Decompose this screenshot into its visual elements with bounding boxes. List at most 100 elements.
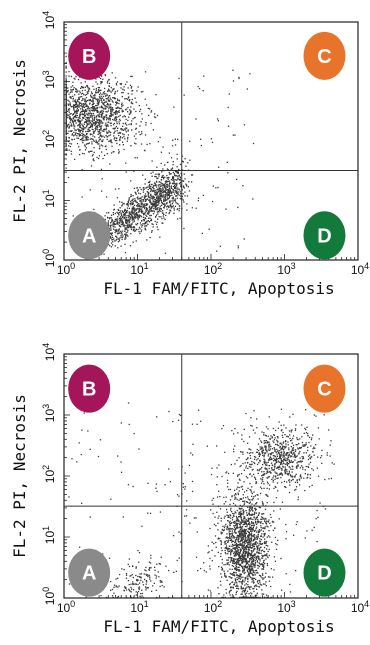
data-point bbox=[233, 513, 235, 515]
data-point bbox=[68, 75, 70, 77]
data-point bbox=[96, 111, 98, 113]
data-point bbox=[103, 104, 105, 106]
data-point bbox=[133, 217, 135, 219]
data-point bbox=[249, 528, 251, 531]
data-point bbox=[259, 506, 261, 509]
data-point bbox=[155, 184, 157, 187]
data-point bbox=[261, 431, 263, 433]
data-point bbox=[134, 230, 136, 232]
data-point bbox=[166, 181, 168, 183]
data-point bbox=[80, 93, 82, 95]
data-point bbox=[257, 545, 259, 547]
data-point bbox=[257, 567, 259, 569]
data-point bbox=[280, 449, 282, 451]
data-point bbox=[179, 194, 181, 196]
data-point bbox=[149, 200, 152, 202]
data-point bbox=[257, 534, 259, 536]
data-point bbox=[135, 223, 137, 225]
data-point bbox=[242, 557, 244, 559]
data-point bbox=[260, 535, 262, 537]
data-point bbox=[98, 90, 100, 92]
data-point bbox=[147, 181, 150, 184]
data-point bbox=[84, 86, 87, 88]
data-point bbox=[158, 209, 160, 211]
data-point bbox=[100, 99, 102, 101]
data-point bbox=[242, 524, 244, 526]
data-point bbox=[285, 531, 288, 533]
data-point bbox=[130, 200, 132, 202]
data-point bbox=[233, 451, 235, 453]
data-point bbox=[253, 530, 256, 533]
data-point bbox=[82, 99, 84, 101]
data-point bbox=[115, 110, 118, 112]
data-point bbox=[247, 571, 249, 573]
data-point bbox=[96, 107, 98, 109]
data-point bbox=[96, 125, 98, 127]
data-point bbox=[79, 111, 82, 113]
data-point bbox=[254, 509, 257, 511]
data-point bbox=[125, 98, 127, 100]
data-point bbox=[90, 120, 92, 122]
data-point bbox=[226, 533, 228, 535]
data-point bbox=[245, 465, 247, 467]
data-point bbox=[305, 443, 307, 446]
data-point bbox=[232, 80, 235, 82]
data-point bbox=[128, 213, 130, 215]
data-point bbox=[166, 194, 168, 196]
data-point bbox=[289, 583, 291, 586]
data-point bbox=[161, 212, 164, 214]
data-point bbox=[120, 212, 122, 214]
data-point bbox=[274, 443, 277, 446]
data-point bbox=[219, 245, 221, 247]
data-point bbox=[227, 520, 229, 522]
data-point bbox=[272, 469, 274, 471]
data-point bbox=[232, 574, 234, 576]
data-point bbox=[242, 538, 245, 540]
data-point bbox=[273, 441, 275, 444]
data-point bbox=[156, 197, 158, 199]
data-point bbox=[264, 538, 266, 540]
data-point bbox=[236, 568, 238, 571]
data-point bbox=[248, 539, 250, 542]
data-point bbox=[152, 226, 154, 228]
data-point bbox=[224, 541, 226, 543]
data-point bbox=[229, 576, 231, 578]
data-point bbox=[238, 473, 240, 476]
data-point bbox=[75, 116, 77, 118]
data-point bbox=[164, 252, 167, 254]
data-point bbox=[220, 533, 223, 535]
data-point bbox=[220, 542, 223, 544]
data-point bbox=[165, 203, 168, 205]
data-point bbox=[133, 220, 135, 222]
data-point bbox=[161, 222, 163, 224]
data-point bbox=[88, 117, 90, 119]
data-point bbox=[244, 522, 246, 524]
data-point bbox=[286, 471, 288, 473]
data-point bbox=[159, 207, 161, 209]
data-point bbox=[82, 117, 84, 119]
data-point bbox=[221, 569, 223, 571]
data-point bbox=[282, 431, 284, 434]
data-point bbox=[228, 488, 230, 491]
data-point bbox=[105, 106, 108, 108]
data-point bbox=[65, 121, 67, 123]
data-point bbox=[129, 213, 132, 216]
data-point bbox=[65, 111, 67, 113]
data-point bbox=[276, 439, 278, 441]
data-point bbox=[164, 182, 166, 184]
data-point bbox=[253, 536, 255, 538]
data-point bbox=[141, 131, 143, 133]
data-point bbox=[171, 167, 174, 169]
data-point bbox=[248, 574, 250, 576]
data-point bbox=[246, 590, 249, 592]
data-point bbox=[226, 514, 228, 516]
data-point bbox=[271, 436, 273, 438]
data-point bbox=[96, 109, 98, 111]
data-point bbox=[163, 207, 165, 209]
data-point bbox=[162, 194, 164, 196]
data-point bbox=[238, 77, 240, 80]
data-point bbox=[240, 564, 242, 567]
data-point bbox=[139, 193, 142, 195]
data-point bbox=[128, 207, 130, 210]
data-point bbox=[144, 198, 146, 201]
